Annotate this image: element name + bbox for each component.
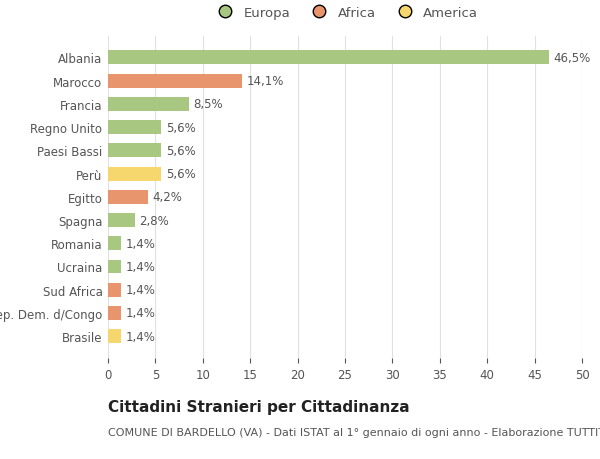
Text: 2,8%: 2,8% [139,214,169,227]
Bar [108,74,242,89]
Bar [108,51,549,65]
Bar [108,144,161,158]
Text: 4,2%: 4,2% [152,191,182,204]
Bar [108,98,188,112]
Text: 5,6%: 5,6% [166,168,196,181]
Bar [108,306,121,320]
Text: Cittadini Stranieri per Cittadinanza: Cittadini Stranieri per Cittadinanza [108,399,410,414]
Legend: Europa, Africa, America: Europa, Africa, America [206,1,484,25]
Bar [108,121,161,135]
Bar [108,167,161,181]
Text: 14,1%: 14,1% [247,75,284,88]
Text: 5,6%: 5,6% [166,145,196,157]
Text: 8,5%: 8,5% [193,98,223,111]
Bar [108,283,121,297]
Bar [108,190,148,204]
Text: 1,4%: 1,4% [126,284,156,297]
Text: 5,6%: 5,6% [166,121,196,134]
Bar [108,260,121,274]
Bar [108,213,134,228]
Bar [108,330,121,343]
Text: 1,4%: 1,4% [126,330,156,343]
Text: 1,4%: 1,4% [126,237,156,250]
Text: COMUNE DI BARDELLO (VA) - Dati ISTAT al 1° gennaio di ogni anno - Elaborazione T: COMUNE DI BARDELLO (VA) - Dati ISTAT al … [108,427,600,437]
Text: 1,4%: 1,4% [126,260,156,274]
Text: 1,4%: 1,4% [126,307,156,320]
Bar [108,237,121,251]
Text: 46,5%: 46,5% [554,52,591,65]
